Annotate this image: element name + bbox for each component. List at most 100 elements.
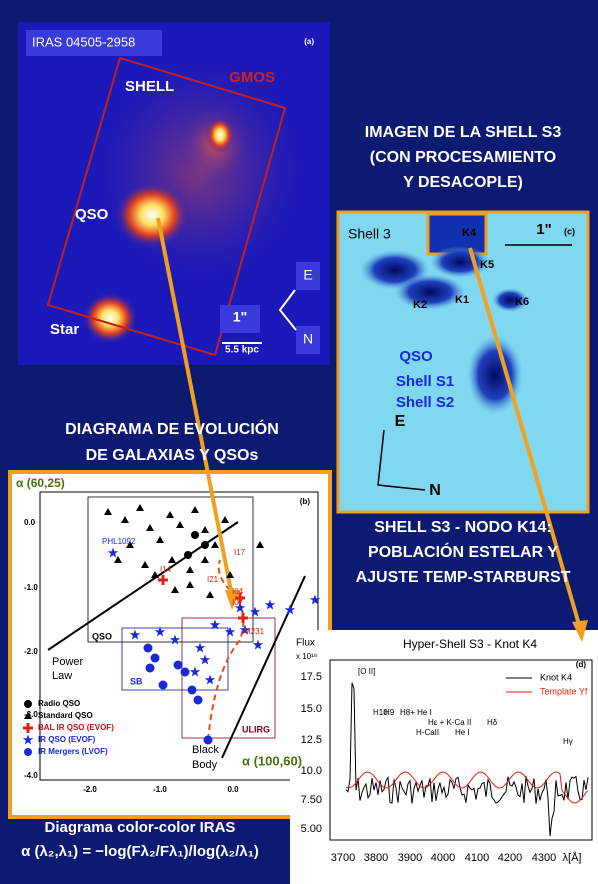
point	[154, 626, 166, 637]
arrow	[156, 217, 234, 597]
point	[209, 619, 221, 630]
point	[234, 602, 246, 613]
legend-symbol	[24, 700, 32, 708]
ulirg-region	[181, 617, 276, 739]
y-tick-label: -1.0	[24, 583, 38, 592]
label: E	[395, 413, 406, 430]
y-tick-label: 15.0	[301, 703, 322, 715]
spectrum	[345, 682, 589, 837]
compass	[278, 289, 297, 331]
legend-label: IR Mergers (LVOF)	[38, 747, 108, 756]
line-label: H8+ He I	[400, 708, 432, 717]
point	[194, 642, 206, 653]
label: E	[303, 267, 312, 283]
label: (a)	[304, 37, 314, 46]
label: Law	[52, 670, 72, 682]
point	[204, 674, 216, 685]
arrow-head	[225, 590, 240, 610]
point	[180, 667, 190, 677]
heading: (CON PROCESAMIENTO	[370, 149, 556, 166]
line-label: Hγ	[563, 737, 573, 746]
label: Hyper-Shell S3 - Knot K4	[403, 637, 537, 651]
label: N	[303, 331, 313, 347]
point	[256, 541, 264, 548]
point	[252, 639, 264, 650]
label: Knot K4	[540, 672, 572, 682]
knot-label: K6	[515, 296, 529, 308]
line-label: Hε + K-Ca II	[428, 718, 471, 727]
x-tick-label: 0.0	[227, 785, 239, 794]
line-label: H-CaII	[416, 728, 439, 737]
point	[158, 680, 168, 690]
point	[107, 547, 119, 558]
knot-label: K4	[462, 227, 477, 239]
point	[126, 541, 134, 548]
line-label: [O II]	[358, 667, 375, 676]
point	[171, 586, 179, 593]
point	[129, 629, 141, 640]
blob	[492, 288, 528, 312]
point	[264, 599, 276, 610]
point	[239, 624, 251, 635]
label: 5.5 kpc	[225, 345, 259, 356]
label: (c)	[564, 226, 575, 236]
point	[187, 685, 197, 695]
north-box	[296, 326, 320, 354]
x-tick-label: 4000	[431, 852, 455, 864]
x-tick-label: 4100	[465, 852, 489, 864]
y-tick-label: 17.5	[301, 671, 322, 683]
point	[158, 575, 168, 585]
label: Power	[52, 656, 84, 668]
y-tick-label: 5.00	[301, 823, 322, 835]
point	[199, 654, 211, 665]
label: PHL1092	[102, 537, 136, 546]
label: I14	[160, 565, 172, 574]
line-label: Hδ	[487, 718, 498, 727]
legend-label: Radio QSO	[38, 699, 80, 708]
label: IRAS 04505-2958	[32, 34, 135, 49]
label: SHELL	[125, 78, 174, 95]
y-tick-label: 10.0	[301, 765, 322, 777]
title-box	[26, 30, 162, 56]
label: 1"	[233, 309, 247, 325]
point	[151, 571, 159, 578]
point	[141, 561, 149, 568]
point	[186, 566, 194, 573]
arrow-head	[572, 620, 588, 642]
label: I17	[234, 548, 246, 557]
label: (b)	[300, 497, 311, 506]
point	[226, 571, 234, 578]
label: M231	[244, 627, 265, 636]
label: Shell 3	[348, 226, 391, 242]
label: GMOS	[229, 69, 275, 86]
heading: DIAGRAMA DE EVOLUCIÓN	[65, 419, 279, 438]
y-tick-label: -2.0	[24, 647, 38, 656]
x-tick-label: 3700	[331, 852, 355, 864]
label: 1"	[536, 221, 551, 238]
label: α (60,25)	[16, 476, 65, 490]
label: SB	[130, 676, 143, 686]
point	[173, 660, 183, 670]
label: Body	[192, 759, 218, 771]
point	[284, 604, 296, 615]
point	[238, 613, 248, 623]
legend-label: Standard QSO	[38, 711, 93, 720]
point	[156, 536, 164, 543]
point	[235, 593, 245, 603]
label: QSO	[92, 631, 112, 641]
point	[186, 581, 194, 588]
point	[104, 508, 112, 515]
label: Star	[50, 321, 79, 338]
y-tick-label: 7.50	[301, 794, 322, 806]
point	[193, 695, 203, 705]
point	[169, 634, 181, 645]
label: ULIRG	[242, 724, 270, 734]
legend-label: IR QSO (EVOF)	[38, 735, 96, 744]
scale-box	[220, 305, 260, 333]
heading: DE GALAXIAS Y QSOs	[86, 447, 259, 464]
x-tick-label: 3800	[364, 852, 388, 864]
label: I07	[232, 598, 244, 607]
blob	[467, 335, 523, 415]
chart-panel-d	[290, 630, 598, 884]
caption: Diagrama color-color IRAS	[45, 819, 236, 836]
